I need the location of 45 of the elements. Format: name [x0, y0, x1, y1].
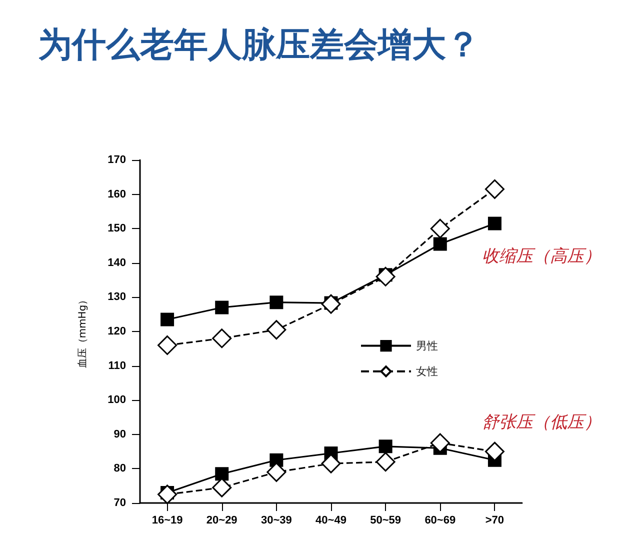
x-tick-label: 30~39 [260, 514, 292, 526]
y-tick-label: 160 [108, 188, 126, 200]
point [430, 433, 450, 453]
y-tick-label: 110 [108, 360, 126, 372]
point [212, 478, 232, 498]
y-tick-label: 120 [108, 326, 126, 338]
x-tick-label: 60~69 [424, 514, 456, 526]
point [215, 300, 229, 314]
point [215, 467, 229, 481]
x-tick-label: 40~49 [316, 514, 346, 526]
point [160, 312, 174, 326]
point [430, 218, 450, 238]
point [270, 296, 284, 310]
point [488, 216, 502, 230]
y-tick-label: 140 [108, 256, 126, 269]
annotation: 舒张压（低压） [482, 412, 601, 432]
point [484, 442, 504, 462]
y-axis-title: 血压（mmHg） [76, 294, 88, 368]
point [266, 320, 286, 340]
point [158, 484, 178, 504]
point [321, 454, 341, 474]
x-tick-label: 50~59 [370, 514, 402, 526]
point [433, 237, 447, 251]
y-tick-label: 80 [114, 462, 126, 475]
x-tick-label: 20~29 [206, 514, 238, 526]
x-tick-label: >70 [485, 514, 504, 526]
y-tick-label: 90 [114, 428, 126, 440]
point [376, 452, 396, 472]
y-tick-label: 150 [108, 222, 126, 235]
point [484, 179, 504, 199]
x-tick-label: 16~19 [152, 514, 183, 526]
y-tick-label: 70 [114, 497, 126, 509]
y-tick-label: 100 [108, 394, 126, 406]
point [376, 266, 396, 286]
legend-label: 男性 [416, 339, 438, 352]
chart-title: 为什么老年人脉压差会增大？ [38, 24, 480, 67]
point [266, 462, 286, 482]
point [158, 335, 178, 355]
y-tick-label: 130 [108, 291, 126, 304]
annotation: 收缩压（高压） [482, 246, 601, 266]
legend-label: 女性 [416, 364, 438, 378]
point [321, 294, 341, 314]
point [378, 440, 392, 454]
y-tick-label: 170 [108, 154, 126, 166]
point [212, 328, 232, 348]
